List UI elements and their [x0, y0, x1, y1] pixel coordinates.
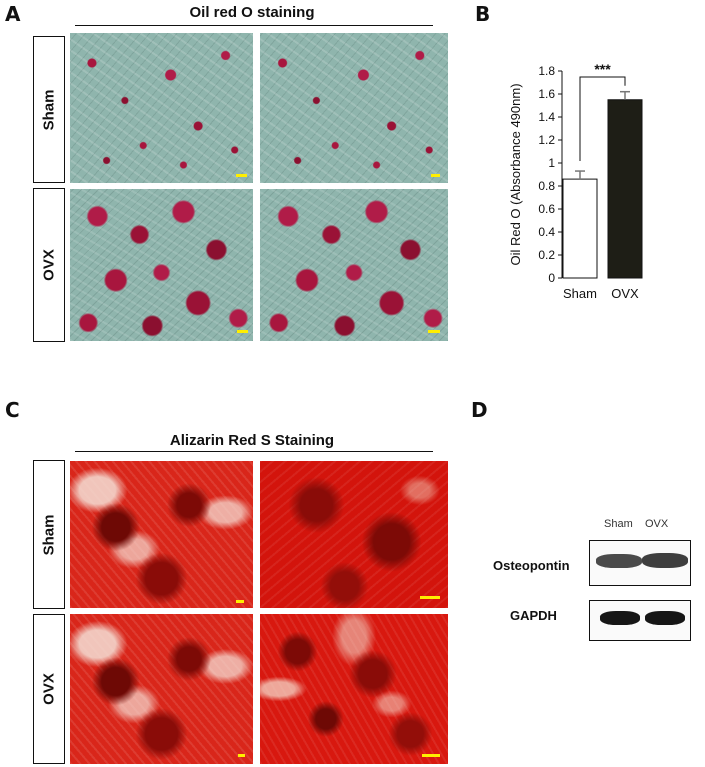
- alizarin-ovx-image-2: [260, 614, 448, 764]
- panel-a-row-sham-label: Sham: [40, 89, 58, 130]
- y-tick-label: 1.6: [538, 87, 555, 101]
- panel-c-row-ovx-box: OVX: [33, 614, 65, 764]
- panel-c-header-line: [75, 451, 433, 452]
- y-tick-label: 1.2: [538, 133, 555, 147]
- panel-c-row-ovx-label: OVX: [40, 673, 58, 705]
- sample-label-sham: Sham: [604, 518, 633, 530]
- significance-label: ***: [594, 61, 611, 77]
- y-tick-label: 0.4: [538, 225, 555, 239]
- scale-bar: [238, 754, 245, 757]
- gapdh-label: GAPDH: [510, 608, 557, 623]
- bar-ovx: [607, 99, 643, 279]
- panel-c-header: Alizarin Red S Staining: [169, 432, 335, 449]
- gapdh-band-sham: [600, 611, 640, 625]
- y-tick-label: 0.6: [538, 202, 555, 216]
- y-tick-label: 0.8: [538, 179, 555, 193]
- y-tick-label: 0.2: [538, 248, 555, 262]
- scale-bar: [428, 330, 440, 333]
- scale-bar: [422, 754, 440, 757]
- y-tick-label: 0: [548, 271, 555, 285]
- panel-a-row-sham-box: Sham: [33, 36, 65, 183]
- oil-red-sham-image-2: [260, 33, 448, 183]
- scale-bar: [236, 600, 244, 603]
- oil-red-sham-image-1: [70, 33, 253, 183]
- osteopontin-band-ovx: [642, 553, 688, 568]
- x-tick-label: OVX: [611, 286, 639, 301]
- panel-a-letter: A: [5, 2, 21, 26]
- y-tick-label: 1.4: [538, 110, 555, 124]
- bar-chart: 0 0.2 0.4 0.6 0.8 1 1.2 1.4 1.6 1.8 Oil Red O (Abs…: [508, 61, 643, 301]
- oil-red-ovx-image-2: [260, 189, 448, 341]
- panel-b-letter: B: [475, 2, 491, 26]
- panel-d-letter: D: [471, 398, 488, 422]
- sample-label-ovx: OVX: [645, 518, 669, 530]
- scale-bar: [431, 174, 440, 177]
- osteopontin-blot: [589, 540, 691, 586]
- y-axis-label: Oil Red O (Absorbance 490nm): [508, 83, 523, 265]
- panel-c-row-sham-label: Sham: [40, 514, 58, 555]
- panel-c-letter: C: [5, 398, 20, 422]
- osteopontin-label: Osteopontin: [493, 558, 570, 573]
- panel-a-row-ovx-box: OVX: [33, 188, 65, 342]
- x-tick-label: Sham: [563, 286, 597, 301]
- bar-sham: [562, 178, 598, 279]
- oil-red-ovx-image-1: [70, 189, 253, 341]
- scale-bar: [236, 174, 247, 177]
- gapdh-blot: [589, 600, 691, 641]
- osteopontin-band-sham: [596, 554, 642, 568]
- scale-bar: [237, 330, 248, 333]
- panel-c-row-sham-box: Sham: [33, 460, 65, 609]
- panel-a-header: Oil red O staining: [189, 4, 315, 21]
- scale-bar: [420, 596, 440, 599]
- y-tick-label: 1.8: [538, 64, 555, 78]
- alizarin-ovx-image-1: [70, 614, 253, 764]
- panel-a-header-line: [75, 25, 433, 26]
- gapdh-band-ovx: [645, 611, 685, 625]
- significance-bracket: [579, 76, 626, 162]
- panel-a-row-ovx-label: OVX: [40, 249, 58, 281]
- alizarin-sham-image-1: [70, 461, 253, 608]
- alizarin-sham-image-2: [260, 461, 448, 608]
- y-tick-label: 1: [548, 156, 555, 170]
